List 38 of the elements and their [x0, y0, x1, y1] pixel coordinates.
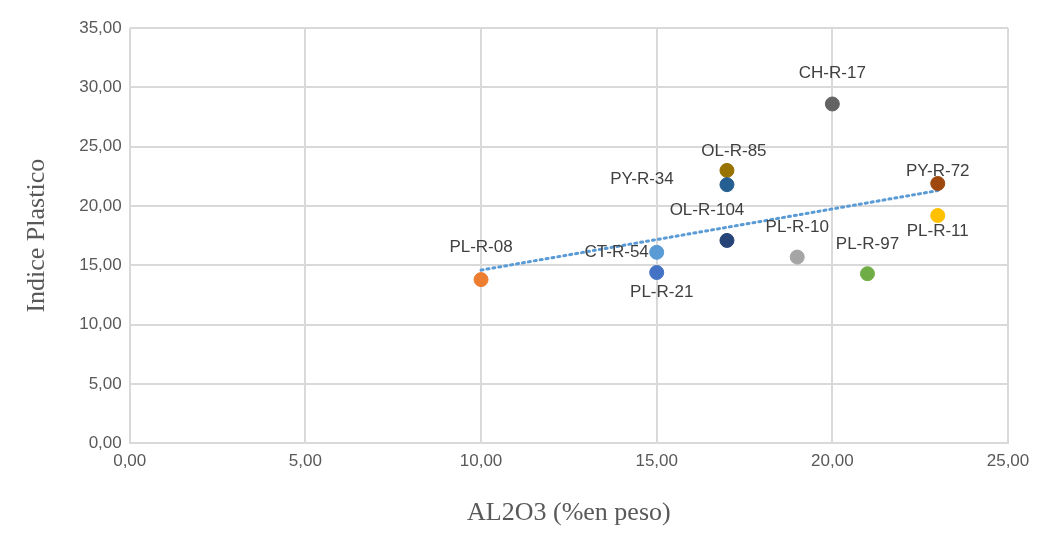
series-label: PL-R-10: [765, 216, 829, 236]
point: [649, 244, 665, 260]
x-tick-label: 5,00: [288, 451, 322, 471]
y-tick-label: 5,00: [88, 373, 122, 393]
point: [719, 162, 735, 178]
point: [824, 96, 840, 112]
x-tick-label: 0,00: [113, 451, 147, 471]
series-label: PL-R-11: [906, 221, 969, 241]
y-tick-label: 25,00: [79, 136, 122, 156]
y-tick-label: 20,00: [79, 195, 122, 215]
point: [859, 266, 875, 282]
x-tick-label: 10,00: [459, 451, 503, 471]
series-label: PL-R-08: [449, 237, 513, 257]
series-label: CH-R-17: [798, 62, 866, 82]
y-axis-title: Indice Plastico: [21, 158, 51, 313]
point: [649, 264, 665, 280]
y-tick-label: 15,00: [79, 255, 122, 275]
y-tick-label: 30,00: [79, 77, 122, 97]
x-tick-label: 20,00: [811, 451, 854, 471]
series-label: CT-R-54: [584, 242, 649, 261]
text: PY-R-34: [610, 169, 674, 189]
series-label: PL-R-97: [835, 234, 900, 254]
y-tick-label: 0,00: [88, 433, 122, 453]
point: [473, 272, 489, 288]
series-label: OL-R-104: [669, 200, 745, 220]
point: [719, 177, 735, 193]
x-tick-label: 25,00: [986, 451, 1030, 471]
y-tick-label: 35,00: [79, 17, 122, 37]
point: [930, 208, 946, 224]
point: [719, 232, 735, 248]
point: [930, 175, 946, 191]
point: [789, 249, 805, 265]
series-label: OL-R-85: [701, 141, 767, 161]
series-label: PY-R-72: [905, 161, 970, 181]
series-label: PL-R-21: [630, 282, 694, 302]
x-tick-label: 15,00: [635, 451, 678, 471]
y-tick-label: 10,00: [79, 314, 122, 334]
x-axis-title: AL2O3 (%en peso): [467, 497, 671, 527]
